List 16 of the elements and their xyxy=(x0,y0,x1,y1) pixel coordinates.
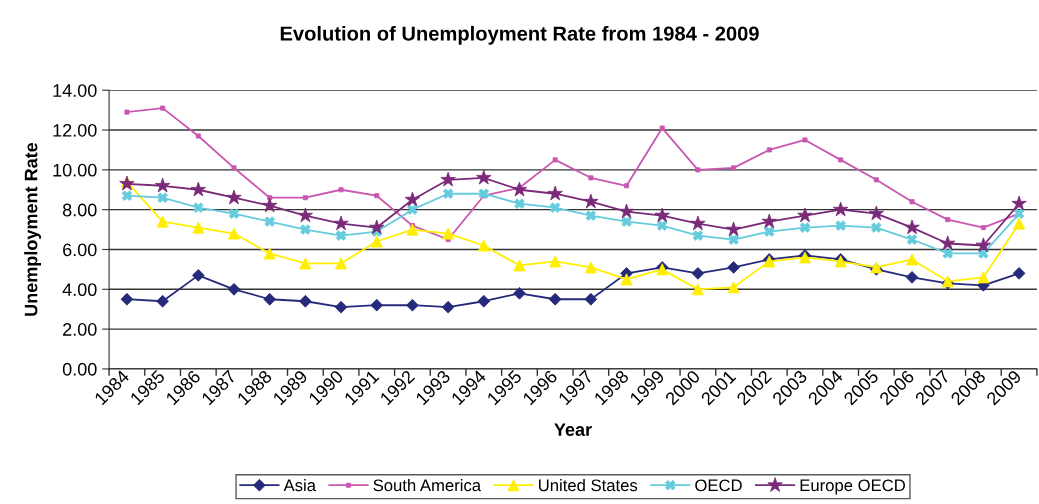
x-axis-title: Year xyxy=(554,423,592,436)
y-tick-label: 8.00 xyxy=(62,203,97,217)
y-tick-label: 14.00 xyxy=(53,84,97,97)
legend-label: Asia xyxy=(283,478,316,492)
legend-label: United States xyxy=(539,478,638,492)
legend-label: South America xyxy=(373,478,482,492)
y-tick-label: 0.00 xyxy=(62,362,97,376)
chart-title: Evolution of Unemployment Rate from 1984 - 2009 xyxy=(280,25,759,45)
y-tick-label: 12.00 xyxy=(53,123,97,137)
y-tick-label: 2.00 xyxy=(63,323,97,336)
y-tick-label: 10.00 xyxy=(53,163,97,177)
legend-label: OECD xyxy=(695,479,742,492)
y-axis-title: Unemployment Rate xyxy=(24,142,41,316)
y-tick-label: 6.00 xyxy=(63,243,97,257)
y-tick-label: 4.00 xyxy=(62,283,97,297)
legend-label: Europe OECD xyxy=(800,479,905,495)
